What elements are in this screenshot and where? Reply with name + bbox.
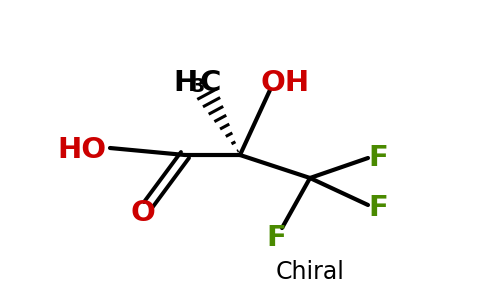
Text: HO: HO [58,136,106,164]
Text: 3: 3 [191,77,205,97]
Text: F: F [266,224,286,252]
Text: C: C [199,69,221,97]
Text: OH: OH [260,69,310,97]
Text: O: O [131,199,155,227]
Text: F: F [368,144,388,172]
Text: F: F [368,194,388,222]
Text: H: H [174,69,198,97]
Text: Chiral: Chiral [275,260,345,284]
